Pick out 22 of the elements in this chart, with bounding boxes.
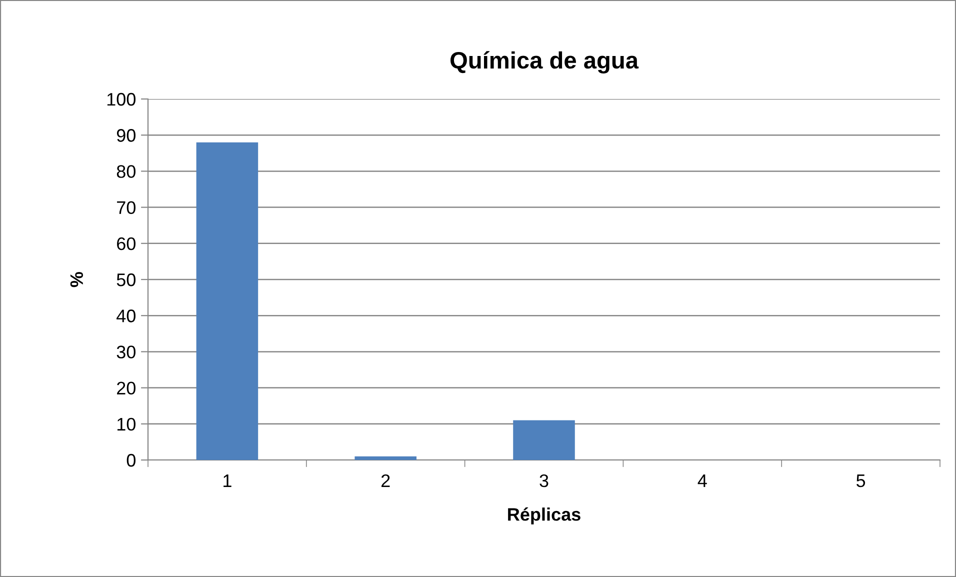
y-tick-label: 10 bbox=[117, 418, 136, 431]
x-tick-label: 5 bbox=[856, 474, 866, 488]
y-axis-title: % bbox=[70, 272, 84, 288]
y-tick-label: 40 bbox=[116, 310, 136, 322]
x-axis-title: Réplicas bbox=[508, 507, 580, 524]
bar bbox=[354, 456, 416, 460]
bar bbox=[196, 142, 258, 460]
x-tick-label: 4 bbox=[698, 474, 707, 487]
x-tick-label: 1 bbox=[224, 474, 232, 487]
x-tick-label: 2 bbox=[381, 474, 390, 487]
y-tick-label: 60 bbox=[117, 237, 136, 250]
chart-title: Química de agua bbox=[450, 51, 639, 74]
y-tick-label: 20 bbox=[117, 382, 136, 395]
y-tick-label: 50 bbox=[116, 273, 136, 286]
y-tick-label: 100 bbox=[107, 92, 136, 106]
y-tick-label: 0 bbox=[126, 454, 136, 467]
x-tick-label: 3 bbox=[540, 474, 548, 488]
bar bbox=[513, 420, 575, 460]
y-tick-label: 30 bbox=[116, 346, 136, 358]
y-tick-label: 90 bbox=[116, 129, 136, 142]
y-tick-label: 80 bbox=[116, 165, 136, 178]
y-tick-label: 70 bbox=[117, 201, 136, 214]
